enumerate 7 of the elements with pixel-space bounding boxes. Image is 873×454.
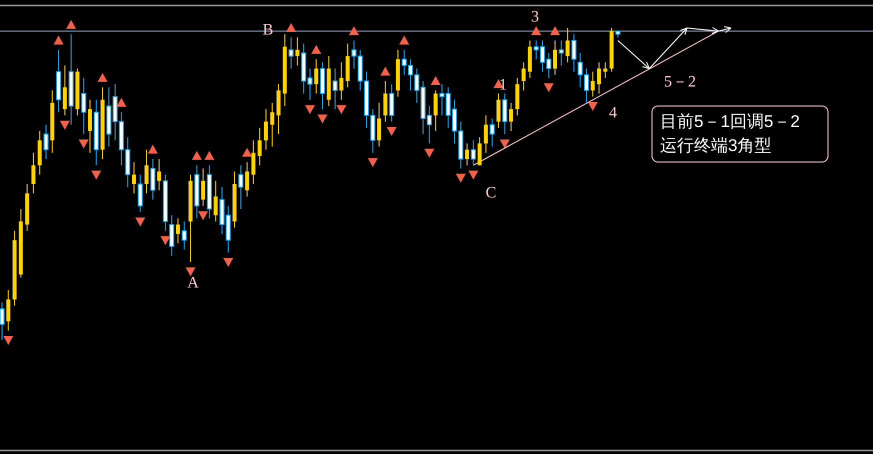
annotation: 1 bbox=[499, 76, 507, 94]
annotation: C bbox=[486, 184, 496, 202]
text: 3 bbox=[531, 8, 539, 26]
annotation: A bbox=[187, 274, 200, 292]
annotation: 4 bbox=[609, 104, 617, 122]
annotation: 5－2 bbox=[664, 74, 696, 91]
annotation: 目前5－1回调5－2 运行终端3角型 bbox=[660, 112, 800, 155]
